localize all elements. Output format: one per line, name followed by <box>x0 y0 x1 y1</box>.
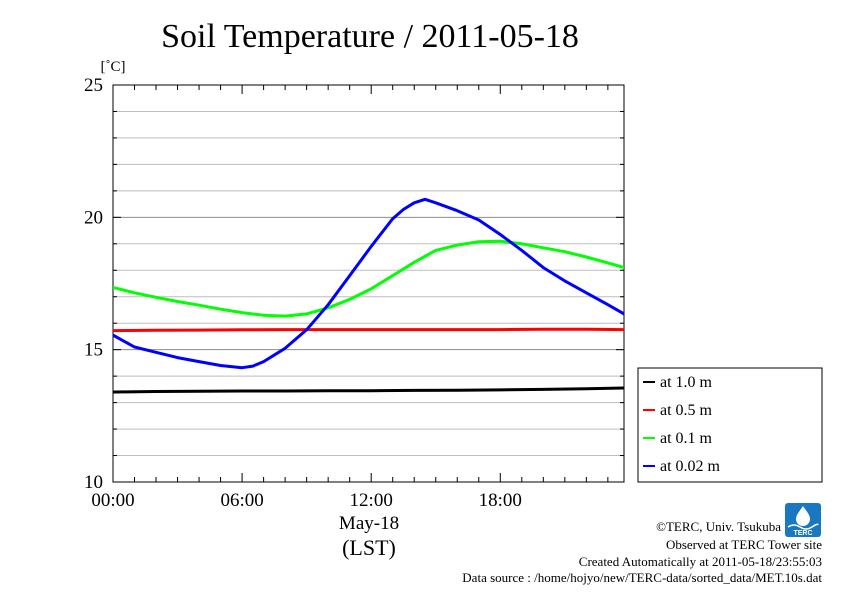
x-tick-label: 18:00 <box>479 490 522 511</box>
legend-label: at 0.02 m <box>660 458 721 475</box>
x-tick-label: 00:00 <box>91 490 134 511</box>
y-tick-label: 25 <box>84 75 103 96</box>
legend-entries: at 1.0 m at 0.5 m at 0.1 m at 0.02 m <box>643 374 721 475</box>
legend-label: at 0.5 m <box>660 402 713 419</box>
legend-label: at 0.1 m <box>660 430 713 447</box>
chart-title: Soil Temperature / 2011-05-18 <box>161 18 579 55</box>
terc-logo: TERC <box>785 503 821 537</box>
x-axis-label: (LST) <box>342 535 396 560</box>
data-source-text: Data source : /home/hojyo/new/TERC-data/… <box>462 570 822 585</box>
created-text: Created Automatically at 2011-05-18/23:5… <box>579 554 822 569</box>
x-tick-label: 06:00 <box>220 490 263 511</box>
y-axis-unit: [˚C] <box>101 59 126 75</box>
series-lines <box>113 197 624 394</box>
y-tick-label: 15 <box>84 340 103 361</box>
x-tick-labels: 00:00 06:00 12:00 18:00 <box>91 490 522 511</box>
y-tick-label: 10 <box>84 472 103 493</box>
axis-ticks <box>112 84 624 483</box>
x-tick-label: 12:00 <box>350 490 393 511</box>
legend-frame <box>637 367 823 483</box>
y-tick-label: 20 <box>84 207 103 228</box>
series-line <box>113 386 624 394</box>
series-line <box>113 239 624 318</box>
plot-area-frame <box>112 84 625 483</box>
date-label: May-18 <box>339 513 399 534</box>
series-line <box>113 197 624 370</box>
observed-text: Observed at TERC Tower site <box>666 537 822 552</box>
grid-lines <box>113 110 624 457</box>
series-line <box>113 327 624 333</box>
copyright-text: ©TERC, Univ. Tsukuba <box>656 519 781 534</box>
logo-text: TERC <box>793 530 812 537</box>
legend: at 1.0 m at 0.5 m at 0.1 m at 0.02 m <box>637 367 823 483</box>
legend-label: at 1.0 m <box>660 374 713 391</box>
y-tick-labels: 10 15 20 25 <box>84 75 103 493</box>
